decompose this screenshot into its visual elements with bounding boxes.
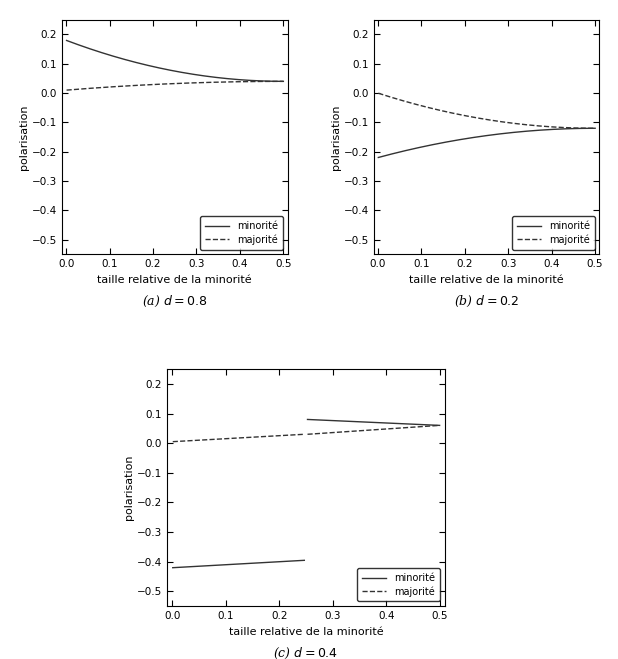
minorité (282, 558, 290, 565)
minorité (253, 559, 260, 567)
majorité (273, 77, 281, 85)
majorité (585, 125, 593, 132)
majorité (280, 77, 287, 85)
Line: minorité: minorité (67, 40, 284, 81)
X-axis label: taille relative de la minorité: taille relative de la minorité (409, 275, 564, 285)
majorité (375, 89, 382, 97)
majorité (300, 430, 308, 438)
majorité (168, 80, 176, 88)
majorité (163, 80, 170, 88)
Line: majorité: majorité (378, 93, 595, 129)
minorité (280, 77, 287, 85)
majorité (234, 78, 241, 86)
minorité (63, 36, 70, 44)
majorité (585, 125, 593, 132)
majorité (169, 438, 177, 445)
Line: minorité: minorité (173, 560, 304, 567)
Line: majorité: majorité (67, 81, 284, 90)
minorité (74, 41, 82, 49)
minorité (300, 556, 308, 564)
minorité (249, 559, 256, 567)
majorité (245, 434, 253, 442)
majorité (269, 432, 276, 440)
majorité (545, 123, 552, 130)
Text: (a) $d = 0.8$: (a) $d = 0.8$ (142, 294, 207, 309)
minorité (245, 559, 253, 567)
Line: minorité: minorité (378, 129, 595, 158)
Legend: minorité, majorité: minorité, majorité (512, 216, 595, 250)
minorité (269, 558, 276, 566)
Y-axis label: polarisation: polarisation (124, 455, 134, 521)
minorité (591, 125, 599, 132)
majorité (591, 125, 599, 132)
majorité (74, 85, 82, 93)
Text: (c) $d = 0.4$: (c) $d = 0.4$ (273, 646, 339, 659)
minorité (177, 563, 185, 571)
majorité (386, 93, 393, 101)
minorité (234, 76, 241, 84)
minorité (375, 154, 382, 161)
Y-axis label: polarisation: polarisation (331, 104, 341, 170)
minorité (169, 563, 177, 571)
minorité (480, 132, 488, 140)
majorité (282, 432, 290, 440)
X-axis label: taille relative de la minorité: taille relative de la minorité (98, 275, 252, 285)
Legend: minorité, majorité: minorité, majorité (200, 216, 283, 250)
minorité (168, 67, 176, 74)
minorité (386, 151, 393, 159)
majorité (177, 438, 185, 445)
majorité (253, 433, 260, 441)
minorité (163, 65, 170, 73)
Legend: minorité, majorité: minorité, majorité (357, 568, 440, 602)
majorité (249, 433, 256, 441)
majorité (480, 115, 488, 123)
minorité (273, 77, 281, 85)
Y-axis label: polarisation: polarisation (19, 104, 29, 170)
majorité (273, 77, 281, 85)
minorité (273, 77, 281, 85)
majorité (474, 114, 481, 122)
majorité (63, 86, 70, 94)
X-axis label: taille relative de la minorité: taille relative de la minorité (229, 627, 383, 637)
minorité (545, 126, 552, 134)
Line: majorité: majorité (173, 434, 304, 442)
minorité (585, 125, 593, 132)
minorité (474, 133, 481, 141)
minorité (585, 125, 593, 132)
Text: (b) $d = 0.2$: (b) $d = 0.2$ (454, 294, 519, 309)
